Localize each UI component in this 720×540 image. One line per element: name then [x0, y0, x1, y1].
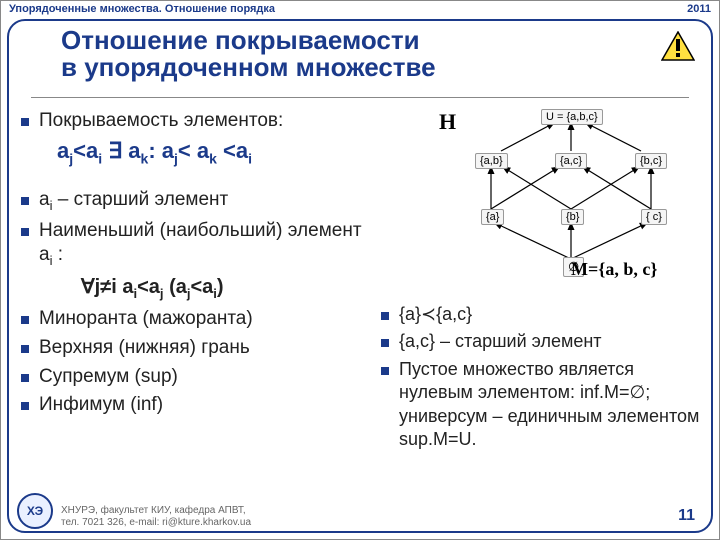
item-text: {a,c} – старший элемент — [399, 330, 602, 353]
bullet-icon — [21, 228, 29, 236]
item-text: Миноранта (мажоранта) — [39, 307, 253, 332]
node-bc: {b,c} — [635, 153, 667, 169]
title-line1: Отношение покрываемости — [61, 27, 436, 54]
bullet-icon — [381, 367, 389, 375]
item-text: Наименьший (наибольший) элемент ai : — [39, 219, 376, 270]
year: 2011 — [687, 3, 711, 19]
set-m-label: M={a, b, c} — [571, 259, 657, 280]
page-title: Отношение покрываемости в упорядоченном … — [61, 27, 436, 82]
slide: Упорядоченные множества. Отношение поряд… — [0, 0, 720, 540]
bullet-icon — [21, 316, 29, 324]
item-text: Пустое множество является нулевым элемен… — [399, 358, 711, 452]
breadcrumb-bar: Упорядоченные множества. Отношение поряд… — [1, 1, 719, 21]
divider — [31, 97, 689, 98]
list-item: Верхняя (нижняя) грань — [21, 336, 376, 361]
footer-line2: тел. 7021 326, e-mail: ri@kture.kharkov.… — [61, 517, 251, 529]
item-text: ai – старший элемент — [39, 188, 228, 215]
list-item: Пустое множество является нулевым элемен… — [381, 358, 711, 452]
formula-covering: aj<ai ∃ ak: aj< ak <ai — [57, 138, 376, 166]
list-item: {a,c} – старший элемент — [381, 330, 711, 353]
list-item: ai – старший элемент — [21, 188, 376, 215]
list-item: {a}≺{a,c} — [381, 303, 711, 326]
hasse-label: H — [439, 109, 456, 135]
logo-icon: ХЭ — [17, 493, 53, 529]
node-a: {a} — [481, 209, 504, 225]
footer-line1: ХНУРЭ, факультет КИУ, кафедра АПВТ, — [61, 505, 251, 517]
breadcrumb: Упорядоченные множества. Отношение поряд… — [9, 3, 275, 19]
item-text: Покрываемость элементов: — [39, 109, 283, 134]
node-ab: {a,b} — [475, 153, 508, 169]
bullet-icon — [21, 345, 29, 353]
bullet-icon — [21, 118, 29, 126]
item-text: {a}≺{a,c} — [399, 303, 472, 326]
node-c: { c} — [641, 209, 667, 225]
left-column: Покрываемость элементов: aj<ai ∃ ak: aj<… — [21, 109, 376, 422]
node-u: U = {a,b,c} — [541, 109, 603, 125]
list-item: Супремум (sup) — [21, 365, 376, 390]
formula-minmax: ∀j≠i ai<aj (aj<ai) — [81, 274, 376, 301]
bullet-icon — [21, 374, 29, 382]
list-item: Наименьший (наибольший) элемент ai : — [21, 219, 376, 270]
item-text: Верхняя (нижняя) грань — [39, 336, 250, 361]
warning-icon — [661, 31, 695, 61]
bullet-icon — [381, 339, 389, 347]
bullet-icon — [21, 402, 29, 410]
list-item: Миноранта (мажоранта) — [21, 307, 376, 332]
item-text: Супремум (sup) — [39, 365, 178, 390]
node-b: {b} — [561, 209, 584, 225]
footer-text: ХНУРЭ, факультет КИУ, кафедра АПВТ, тел.… — [61, 505, 251, 529]
title-line2: в упорядоченном множестве — [61, 54, 436, 81]
right-list: {a}≺{a,c} {a,c} – старший элемент Пустое… — [381, 303, 711, 455]
page-number: 11 — [678, 507, 695, 525]
bullet-icon — [21, 197, 29, 205]
item-text: Инфимум (inf) — [39, 393, 163, 418]
bullet-icon — [381, 312, 389, 320]
list-item: Инфимум (inf) — [21, 393, 376, 418]
node-ac: {a,c} — [555, 153, 587, 169]
list-item: Покрываемость элементов: — [21, 109, 376, 134]
